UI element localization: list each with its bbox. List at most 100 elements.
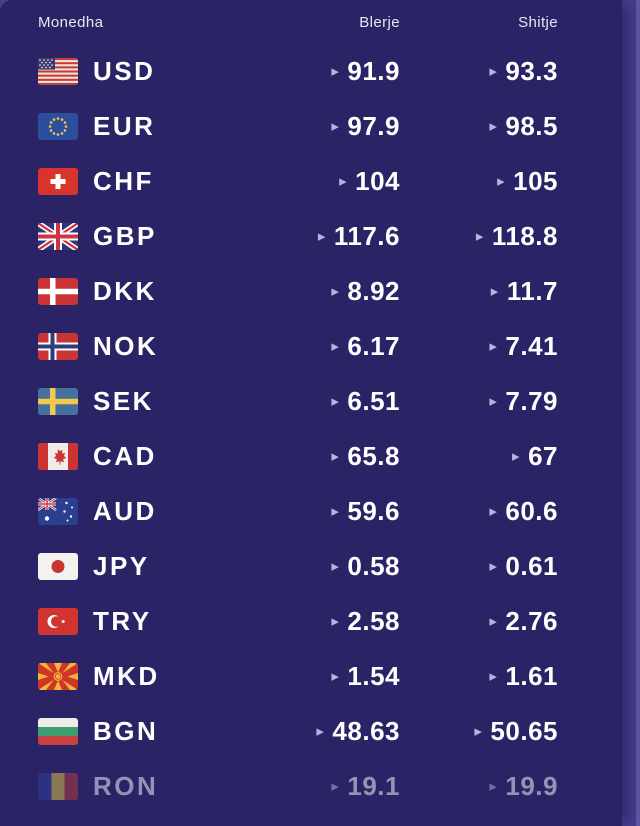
buy-rate-cell: ▸ 117.6 <box>318 221 400 252</box>
buy-rate-value: 2.58 <box>347 606 400 636</box>
flag-try-icon <box>38 608 78 635</box>
rate-arrow-icon: ▸ <box>331 613 340 630</box>
table-row-eur: EUR ▸ 97.9 ▸ 98.5 <box>0 99 622 154</box>
table-row-try: TRY ▸ 2.58 ▸ 2.76 <box>0 594 622 649</box>
rate-arrow-icon: ▸ <box>489 63 498 80</box>
sell-rate-value: 19.9 <box>505 771 558 801</box>
currency-code: BGN <box>93 716 159 746</box>
flag-chf-icon <box>38 168 78 195</box>
sell-rate-value: 11.7 <box>506 276 558 306</box>
flag-sek-icon <box>38 388 78 415</box>
currency-cell: JPY <box>38 551 248 582</box>
buy-rate-cell: ▸ 8.92 <box>331 276 400 307</box>
flag-mkd-icon <box>38 663 78 690</box>
sell-rate-cell: ▸ 67 <box>512 441 558 472</box>
buy-rate-value: 1.54 <box>347 661 400 691</box>
sell-rate-cell: ▸ 50.65 <box>474 716 558 747</box>
table-row-sek: SEK ▸ 6.51 ▸ 7.79 <box>0 374 622 429</box>
rate-arrow-icon: ▸ <box>489 338 498 355</box>
currency-cell: AUD <box>38 496 248 527</box>
currency-cell: MKD <box>38 661 248 692</box>
buy-rate-cell: ▸ 97.9 <box>331 111 400 142</box>
rate-arrow-icon: ▸ <box>497 173 506 190</box>
table-row-nok: NOK ▸ 6.17 ▸ 7.41 <box>0 319 622 374</box>
rate-arrow-icon: ▸ <box>512 448 521 465</box>
sell-rate-value: 2.76 <box>505 606 558 636</box>
rate-arrow-icon: ▸ <box>331 63 340 80</box>
rate-arrow-icon: ▸ <box>331 118 340 135</box>
buy-rate-value: 0.58 <box>347 551 400 581</box>
buy-rate-value: 91.9 <box>347 56 400 86</box>
buy-rate-cell: ▸ 2.58 <box>331 606 400 637</box>
buy-rate-cell: ▸ 6.51 <box>331 386 400 417</box>
rate-arrow-icon: ▸ <box>331 393 340 410</box>
header-sell-label: Shitje <box>518 13 558 31</box>
table-row-cad: CAD ▸ 65.8 ▸ 67 <box>0 429 622 484</box>
buy-rate-value: 48.63 <box>332 716 400 746</box>
rates-table-body: USD ▸ 91.9 ▸ 93.3 EUR ▸ 97.9 ▸ 98.5 CHF … <box>0 44 622 814</box>
sell-rate-value: 93.3 <box>505 56 558 86</box>
table-row-dkk: DKK ▸ 8.92 ▸ 11.7 <box>0 264 622 319</box>
currency-code: JPY <box>93 551 150 581</box>
table-row-aud: AUD ▸ 59.6 ▸ 60.6 <box>0 484 622 539</box>
currency-code: AUD <box>93 496 157 526</box>
rate-arrow-icon: ▸ <box>489 778 498 795</box>
rate-arrow-icon: ▸ <box>316 723 325 740</box>
rate-arrow-icon: ▸ <box>475 228 484 245</box>
sell-rate-value: 50.65 <box>490 716 558 746</box>
rate-arrow-icon: ▸ <box>331 778 340 795</box>
sell-rate-cell: ▸ 19.9 <box>489 771 558 802</box>
table-row-chf: CHF ▸ 104 ▸ 105 <box>0 154 622 209</box>
currency-cell: CHF <box>38 166 248 197</box>
buy-rate-cell: ▸ 48.63 <box>316 716 400 747</box>
buy-rate-value: 65.8 <box>347 441 400 471</box>
currency-cell: TRY <box>38 606 248 637</box>
rate-arrow-icon: ▸ <box>331 283 340 300</box>
currency-code: RON <box>93 771 159 801</box>
flag-nok-icon <box>38 333 78 360</box>
buy-rate-cell: ▸ 91.9 <box>331 56 400 87</box>
header-buy-label: Blerje <box>359 13 400 31</box>
sell-rate-cell: ▸ 118.8 <box>476 221 558 252</box>
currency-code: NOK <box>93 331 159 361</box>
table-row-bgn: BGN ▸ 48.63 ▸ 50.65 <box>0 704 622 759</box>
currency-code: DKK <box>93 276 157 306</box>
currency-cell: CAD <box>38 441 248 472</box>
flag-dkk-icon <box>38 278 78 305</box>
currency-code: TRY <box>93 606 152 636</box>
sell-rate-cell: ▸ 98.5 <box>489 111 558 142</box>
sell-rate-value: 67 <box>528 441 558 471</box>
sell-rate-value: 98.5 <box>505 111 558 141</box>
rate-arrow-icon: ▸ <box>331 448 340 465</box>
buy-rate-cell: ▸ 104 <box>339 166 400 197</box>
sell-rate-cell: ▸ 7.79 <box>489 386 558 417</box>
currency-code: EUR <box>93 111 156 141</box>
sell-rate-value: 60.6 <box>505 496 558 526</box>
sell-rate-value: 7.79 <box>505 386 558 416</box>
currency-code: CHF <box>93 166 154 196</box>
rate-arrow-icon: ▸ <box>339 173 348 190</box>
rate-arrow-icon: ▸ <box>489 118 498 135</box>
page-edge-highlight <box>636 0 640 826</box>
buy-rate-cell: ▸ 59.6 <box>331 496 400 527</box>
header-currency-label: Monedha <box>38 13 104 31</box>
currency-code: MKD <box>93 661 160 691</box>
rate-arrow-icon: ▸ <box>489 613 498 630</box>
rate-arrow-icon: ▸ <box>474 723 483 740</box>
sell-rate-value: 105 <box>513 166 558 196</box>
sell-rate-value: 0.61 <box>505 551 558 581</box>
flag-eur-icon <box>38 113 78 140</box>
buy-rate-value: 6.17 <box>347 331 400 361</box>
table-row-jpy: JPY ▸ 0.58 ▸ 0.61 <box>0 539 622 594</box>
flag-jpy-icon <box>38 553 78 580</box>
sell-rate-cell: ▸ 7.41 <box>489 331 558 362</box>
sell-rate-value: 1.61 <box>505 661 558 691</box>
currency-code: USD <box>93 56 156 86</box>
sell-rate-cell: ▸ 105 <box>497 166 558 197</box>
flag-bgn-icon <box>38 718 78 745</box>
buy-rate-value: 8.92 <box>347 276 400 306</box>
rate-arrow-icon: ▸ <box>331 668 340 685</box>
table-row-usd: USD ▸ 91.9 ▸ 93.3 <box>0 44 622 99</box>
rate-arrow-icon: ▸ <box>317 228 326 245</box>
currency-code: SEK <box>93 386 154 416</box>
